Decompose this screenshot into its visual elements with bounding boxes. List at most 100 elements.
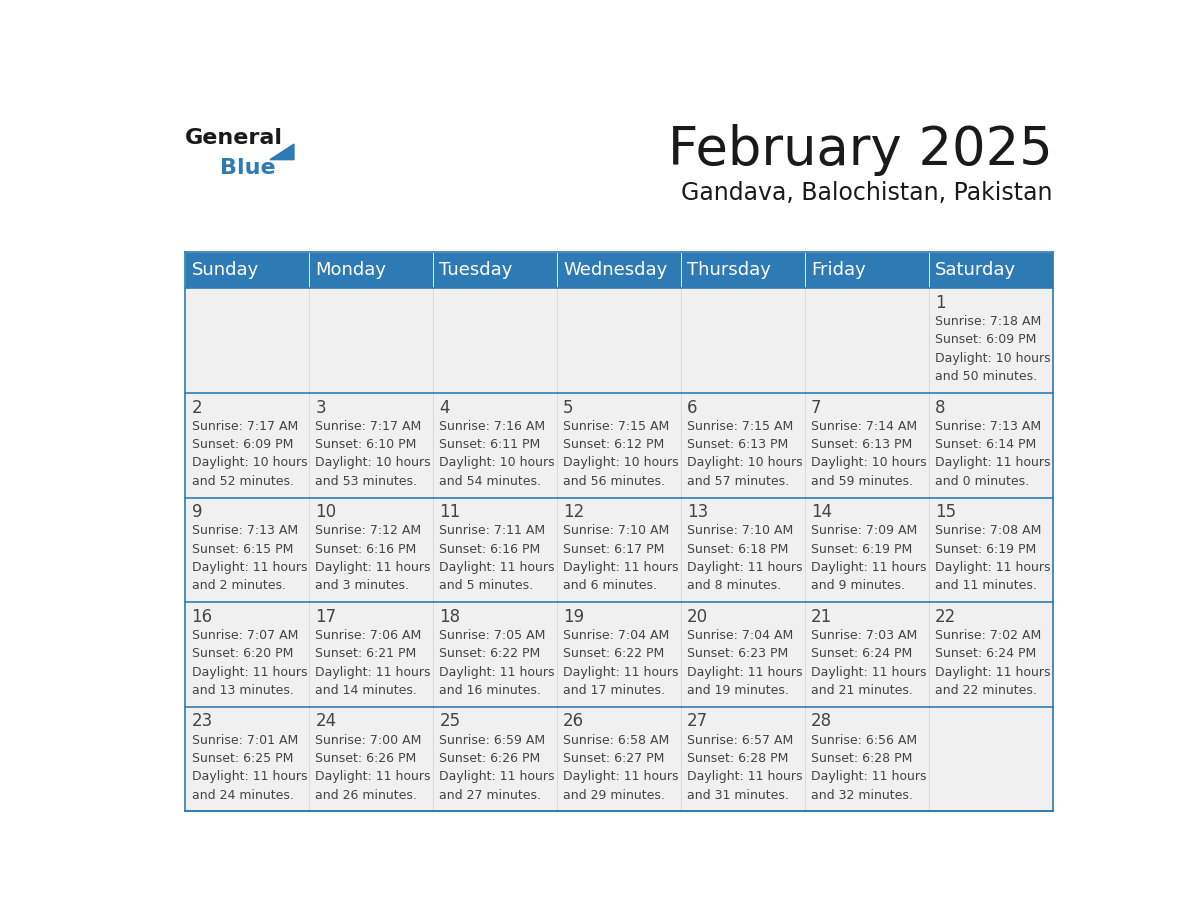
Text: Daylight: 11 hours: Daylight: 11 hours	[191, 770, 307, 783]
Text: Wednesday: Wednesday	[563, 261, 668, 279]
Text: and 9 minutes.: and 9 minutes.	[811, 579, 905, 592]
Text: Sunset: 6:16 PM: Sunset: 6:16 PM	[440, 543, 541, 555]
Text: 28: 28	[811, 712, 832, 731]
Text: Daylight: 10 hours: Daylight: 10 hours	[316, 456, 431, 469]
Bar	[434, 707, 557, 812]
Bar	[929, 602, 1053, 707]
Text: and 57 minutes.: and 57 minutes.	[687, 475, 789, 487]
Text: Sunset: 6:20 PM: Sunset: 6:20 PM	[191, 647, 293, 660]
Bar	[804, 498, 929, 602]
Text: Daylight: 10 hours: Daylight: 10 hours	[563, 456, 678, 469]
Text: and 32 minutes.: and 32 minutes.	[811, 789, 912, 801]
Text: 26: 26	[563, 712, 584, 731]
Text: 20: 20	[687, 608, 708, 626]
Text: Sunset: 6:27 PM: Sunset: 6:27 PM	[563, 752, 664, 765]
Bar	[309, 602, 434, 707]
Text: and 27 minutes.: and 27 minutes.	[440, 789, 542, 801]
Bar	[557, 498, 681, 602]
Text: and 59 minutes.: and 59 minutes.	[811, 475, 914, 487]
Bar	[309, 288, 434, 393]
Text: Sunrise: 7:03 AM: Sunrise: 7:03 AM	[811, 629, 917, 642]
Text: Daylight: 11 hours: Daylight: 11 hours	[316, 770, 431, 783]
Text: Gandava, Balochistan, Pakistan: Gandava, Balochistan, Pakistan	[681, 181, 1053, 205]
Text: 3: 3	[316, 398, 326, 417]
Text: Sunset: 6:10 PM: Sunset: 6:10 PM	[316, 438, 417, 451]
Text: Sunset: 6:22 PM: Sunset: 6:22 PM	[563, 647, 664, 660]
Bar	[309, 252, 434, 288]
Text: and 2 minutes.: and 2 minutes.	[191, 579, 285, 592]
Text: Sunrise: 7:10 AM: Sunrise: 7:10 AM	[687, 524, 794, 537]
Text: Sunrise: 7:09 AM: Sunrise: 7:09 AM	[811, 524, 917, 537]
Text: 10: 10	[316, 503, 336, 521]
Text: and 22 minutes.: and 22 minutes.	[935, 684, 1037, 697]
Text: and 26 minutes.: and 26 minutes.	[316, 789, 417, 801]
Text: and 6 minutes.: and 6 minutes.	[563, 579, 657, 592]
Text: Sunrise: 7:05 AM: Sunrise: 7:05 AM	[440, 629, 545, 642]
Text: Sunset: 6:21 PM: Sunset: 6:21 PM	[316, 647, 417, 660]
Text: Daylight: 11 hours: Daylight: 11 hours	[191, 666, 307, 678]
Text: Blue: Blue	[220, 158, 276, 178]
Bar	[681, 602, 804, 707]
Bar	[557, 707, 681, 812]
Bar	[557, 252, 681, 288]
Text: Sunset: 6:26 PM: Sunset: 6:26 PM	[316, 752, 417, 765]
Bar	[434, 602, 557, 707]
Text: 17: 17	[316, 608, 336, 626]
Bar	[929, 288, 1053, 393]
Text: Daylight: 11 hours: Daylight: 11 hours	[440, 666, 555, 678]
Bar	[185, 498, 309, 602]
Text: Daylight: 11 hours: Daylight: 11 hours	[191, 561, 307, 574]
Text: February 2025: February 2025	[668, 124, 1053, 176]
Text: Friday: Friday	[811, 261, 866, 279]
Text: 6: 6	[687, 398, 697, 417]
Text: Sunset: 6:19 PM: Sunset: 6:19 PM	[811, 543, 912, 555]
Text: Sunrise: 7:13 AM: Sunrise: 7:13 AM	[191, 524, 298, 537]
Text: 25: 25	[440, 712, 461, 731]
Text: Daylight: 11 hours: Daylight: 11 hours	[811, 561, 927, 574]
Text: Sunrise: 6:59 AM: Sunrise: 6:59 AM	[440, 733, 545, 746]
Text: Daylight: 11 hours: Daylight: 11 hours	[811, 770, 927, 783]
Text: Sunrise: 6:56 AM: Sunrise: 6:56 AM	[811, 733, 917, 746]
Text: Sunrise: 6:57 AM: Sunrise: 6:57 AM	[687, 733, 794, 746]
Text: and 14 minutes.: and 14 minutes.	[316, 684, 417, 697]
Text: 5: 5	[563, 398, 574, 417]
Bar	[185, 288, 309, 393]
Text: Sunrise: 7:15 AM: Sunrise: 7:15 AM	[563, 420, 670, 432]
Text: and 50 minutes.: and 50 minutes.	[935, 370, 1037, 383]
Text: 9: 9	[191, 503, 202, 521]
Text: 12: 12	[563, 503, 584, 521]
Text: 4: 4	[440, 398, 450, 417]
Polygon shape	[270, 144, 293, 160]
Text: Sunset: 6:22 PM: Sunset: 6:22 PM	[440, 647, 541, 660]
Text: Daylight: 11 hours: Daylight: 11 hours	[687, 666, 803, 678]
Text: Sunset: 6:28 PM: Sunset: 6:28 PM	[811, 752, 912, 765]
Text: Sunrise: 7:17 AM: Sunrise: 7:17 AM	[191, 420, 298, 432]
Text: Sunrise: 7:14 AM: Sunrise: 7:14 AM	[811, 420, 917, 432]
Text: Daylight: 11 hours: Daylight: 11 hours	[935, 456, 1050, 469]
Text: Sunrise: 7:01 AM: Sunrise: 7:01 AM	[191, 733, 298, 746]
Text: 19: 19	[563, 608, 584, 626]
Text: Sunset: 6:24 PM: Sunset: 6:24 PM	[811, 647, 912, 660]
Bar	[681, 288, 804, 393]
Bar	[804, 288, 929, 393]
Text: Sunrise: 7:07 AM: Sunrise: 7:07 AM	[191, 629, 298, 642]
Text: 16: 16	[191, 608, 213, 626]
Text: Saturday: Saturday	[935, 261, 1016, 279]
Text: Sunset: 6:13 PM: Sunset: 6:13 PM	[687, 438, 789, 451]
Bar	[804, 602, 929, 707]
Text: Daylight: 11 hours: Daylight: 11 hours	[563, 561, 678, 574]
Text: Sunrise: 7:04 AM: Sunrise: 7:04 AM	[687, 629, 794, 642]
Text: 2: 2	[191, 398, 202, 417]
Text: and 31 minutes.: and 31 minutes.	[687, 789, 789, 801]
Text: Sunrise: 7:02 AM: Sunrise: 7:02 AM	[935, 629, 1041, 642]
Text: Sunrise: 6:58 AM: Sunrise: 6:58 AM	[563, 733, 670, 746]
Bar	[557, 393, 681, 498]
Text: Sunset: 6:09 PM: Sunset: 6:09 PM	[191, 438, 293, 451]
Text: Sunday: Sunday	[191, 261, 259, 279]
Text: Sunrise: 7:11 AM: Sunrise: 7:11 AM	[440, 524, 545, 537]
Text: Sunrise: 7:17 AM: Sunrise: 7:17 AM	[316, 420, 422, 432]
Text: Daylight: 11 hours: Daylight: 11 hours	[687, 770, 803, 783]
Text: General: General	[185, 128, 283, 148]
Text: and 19 minutes.: and 19 minutes.	[687, 684, 789, 697]
Text: and 54 minutes.: and 54 minutes.	[440, 475, 542, 487]
